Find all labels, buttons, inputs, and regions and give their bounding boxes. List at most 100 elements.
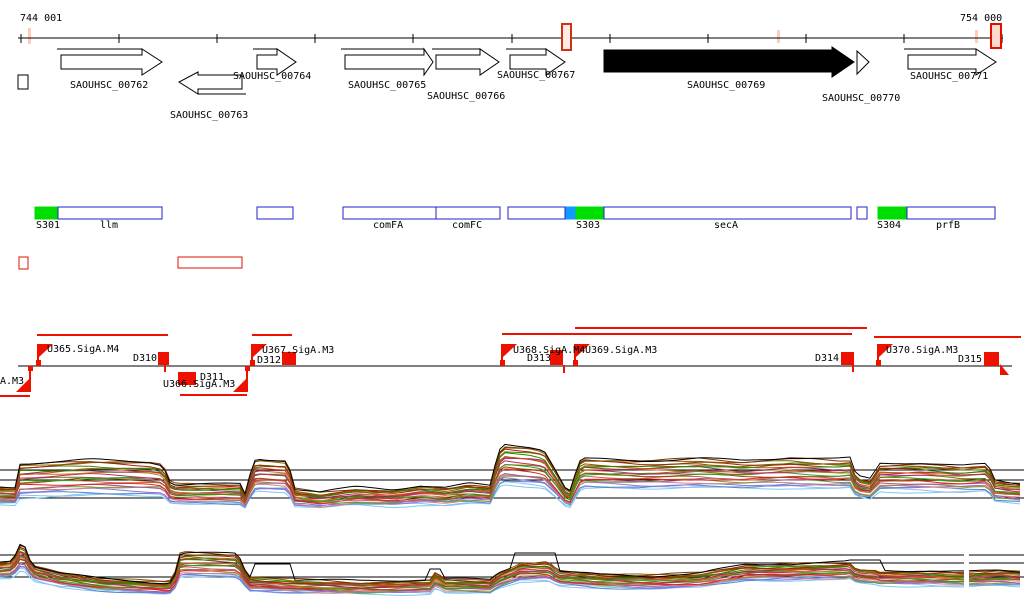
gene-arrow-shape[interactable] [509, 48, 566, 76]
promoter-flag-icon [878, 344, 893, 358]
expression-track-upper[interactable] [0, 443, 1024, 509]
terminator-d314[interactable] [841, 352, 854, 372]
expression-series [0, 464, 1021, 503]
expression-series [0, 447, 1020, 497]
transcript-box[interactable] [565, 206, 577, 220]
gene-arrow-shape[interactable] [435, 48, 500, 76]
terminator-box [282, 352, 296, 365]
transcript-box[interactable] [856, 206, 868, 220]
promoter-flag-u370-siga-m3[interactable] [876, 344, 893, 366]
promoter-flag-u366-siga-m3[interactable] [233, 366, 250, 392]
expression-series [0, 563, 1021, 593]
terminator-d311[interactable] [178, 372, 196, 385]
promoter-foot [876, 360, 881, 366]
gene-arrow-shape[interactable] [60, 48, 163, 76]
promoter-label: U366.SigA.M3 [163, 379, 236, 390]
pale-tick [777, 30, 780, 43]
red-feature-track [18, 256, 243, 270]
position-marker[interactable] [990, 23, 1002, 49]
gene-arrow-shape[interactable] [178, 71, 243, 95]
terminator-box [550, 350, 563, 365]
transcript-box[interactable] [575, 206, 605, 220]
gene-label: SAOUHSC_00770 [822, 93, 901, 104]
gene-label: SAOUHSC_00771 [910, 71, 989, 82]
transcript-box[interactable] [906, 206, 996, 220]
gene-arrow-saouhsc_00767[interactable] [506, 48, 566, 76]
promoter-flag-u369-siga-m3[interactable] [573, 344, 590, 366]
promoter-flag-icon [252, 344, 267, 358]
transcript-label: llm [100, 220, 119, 231]
transcript-label: secA [714, 220, 739, 231]
transcript-box[interactable] [603, 206, 852, 220]
annotation-track [0, 327, 1021, 397]
promoter-flag-a-m3[interactable] [16, 366, 33, 392]
expression-series [0, 443, 1021, 496]
promoter-flag-u368-siga-m4[interactable] [500, 344, 517, 366]
transcript-box[interactable] [507, 206, 566, 220]
gene-arrow-saouhsc_00769[interactable] [603, 46, 855, 78]
pale-tick [28, 28, 31, 44]
terminator-d310[interactable] [158, 352, 169, 372]
gene-label: SAOUHSC_00769 [687, 80, 766, 91]
promoter-flag-u367-siga-m3[interactable] [250, 344, 267, 366]
gene-label: SAOUHSC_00765 [348, 80, 427, 91]
transcript-box[interactable] [342, 206, 437, 220]
terminator-d312[interactable] [282, 352, 296, 365]
terminator-label: D313 [527, 353, 552, 364]
transcript-label: S304 [877, 220, 902, 231]
terminator-label: D315 [958, 354, 983, 365]
promoter-label: U365.SigA.M4 [47, 344, 120, 355]
red-box[interactable] [18, 256, 29, 270]
expression-series [0, 481, 1021, 509]
position-marker[interactable] [561, 23, 572, 51]
gene-label: SAOUHSC_00766 [427, 91, 506, 102]
transcript-label: comFA [373, 220, 404, 231]
gene-label: SAOUHSC_00763 [170, 110, 249, 121]
red-box[interactable] [177, 256, 243, 269]
promoter-label: U369.SigA.M3 [585, 345, 658, 356]
transcript-box[interactable] [435, 206, 501, 220]
gene-arrow-saouhsc_00765[interactable] [341, 47, 434, 77]
gene-label: SAOUHSC_00762 [70, 80, 149, 91]
partial-feature[interactable] [17, 74, 29, 90]
promoter-label: A.M3 [0, 376, 25, 387]
gene-arrow-saouhsc_00770[interactable] [856, 49, 870, 76]
expression-series [0, 460, 1021, 502]
gene-arrow-shape[interactable] [603, 46, 855, 78]
gene-arrow-shape[interactable] [256, 48, 297, 76]
gene-arrow-saouhsc_00766[interactable] [432, 48, 500, 76]
transcript-label: S303 [576, 220, 601, 231]
ruler-end-label: 754 000 [960, 13, 1003, 24]
promoter-label: U367.SigA.M3 [262, 345, 335, 356]
terminator-d315[interactable] [984, 352, 1009, 375]
gene-arrow-saouhsc_00764[interactable] [253, 48, 297, 76]
gene-arrow-saouhsc_00771[interactable] [904, 48, 997, 76]
gene-arrow-saouhsc_00762[interactable] [57, 48, 163, 76]
gene-arrow-shape[interactable] [856, 49, 870, 76]
expression-series [0, 554, 1021, 590]
promoter-label: U370.SigA.M3 [886, 345, 959, 356]
terminator-box [178, 372, 196, 385]
terminator-box [841, 352, 854, 365]
gene-arrow-saouhsc_00763[interactable] [178, 71, 246, 95]
gene-arrow-shape[interactable] [344, 47, 434, 77]
transcript-box[interactable] [256, 206, 294, 220]
expression-series [0, 543, 1021, 585]
transcript-box[interactable] [34, 206, 59, 220]
expression-track-lower[interactable] [0, 543, 1024, 604]
transcript-box[interactable] [57, 206, 163, 220]
terminator-box [984, 352, 999, 366]
transcript-label: S301 [36, 220, 61, 231]
gene-arrow-shape[interactable] [907, 48, 997, 76]
transcript-box[interactable] [877, 206, 908, 220]
terminator-d313[interactable] [550, 350, 565, 373]
promoter-flag-u365-siga-m4[interactable] [36, 344, 53, 366]
transcript-label: comFC [452, 220, 483, 231]
promoter-foot [500, 360, 505, 366]
promoter-foot [573, 360, 578, 366]
terminator-label: D312 [257, 355, 282, 366]
transcript-label: prfB [936, 220, 961, 231]
gene-label: SAOUHSC_00767 [497, 70, 576, 81]
promoter-foot [36, 360, 41, 366]
